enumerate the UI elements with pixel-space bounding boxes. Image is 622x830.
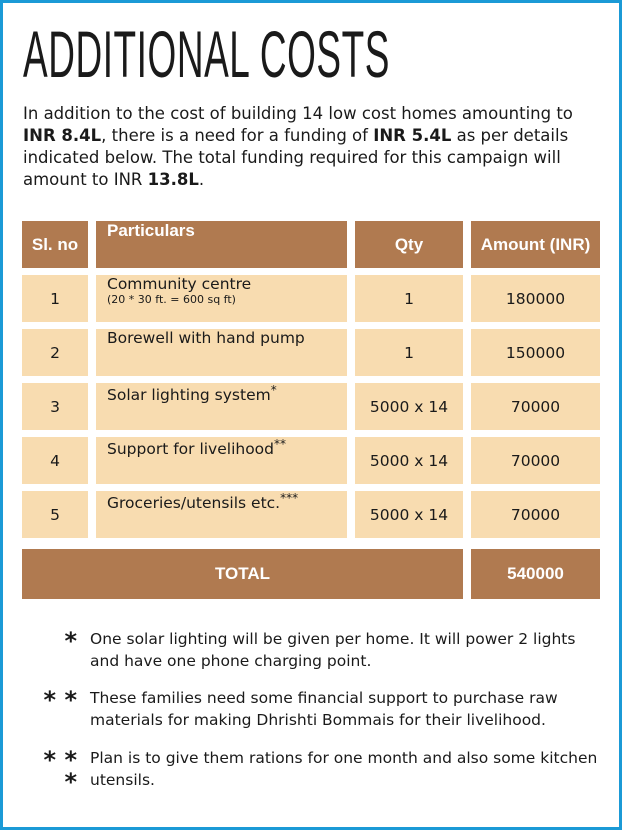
column-header: Qty — [355, 221, 463, 268]
footnote-text: Plan is to give them rations for one mon… — [90, 749, 598, 789]
amount-cell: 70000 — [471, 491, 600, 538]
footnote: * * * Plan is to give them rations for on… — [23, 746, 603, 796]
footnote-mark: * — [64, 627, 77, 655]
intro-text: INR 8.4L — [23, 126, 102, 145]
amount-cell: 70000 — [471, 437, 600, 484]
qty-cell: 5000 x 14 — [355, 491, 463, 538]
serial-cell: 3 — [22, 383, 88, 430]
qty-cell: 5000 x 14 — [355, 383, 463, 430]
particular-cell: Community centre (20 * 30 ft. = 600 sq ft… — [96, 275, 347, 322]
intro-text: . — [198, 170, 205, 189]
amount-cell: 70000 — [471, 383, 600, 430]
qty-cell: 1 — [355, 275, 463, 322]
total-label: TOTAL — [22, 549, 463, 599]
intro-text: as per details indicated below. The tota… — [23, 126, 569, 189]
particular-line: Borewell with hand pump — [107, 329, 305, 347]
particular-cell: Support for livelihood** — [96, 437, 347, 484]
particular-cell: Borewell with hand pump — [96, 329, 347, 376]
qty-cell: 1 — [355, 329, 463, 376]
particular-line: Support for livelihood** — [107, 437, 286, 458]
particular-cell: Groceries/utensils etc.*** — [96, 491, 347, 538]
intro-text: 13.8L — [147, 170, 199, 189]
footnote: * One solar lighting will be given per ho… — [23, 628, 603, 672]
note-mark: ** — [274, 437, 287, 451]
particular: Support for livelihood — [107, 440, 275, 459]
intro-text: INR 5.4L — [373, 126, 452, 145]
particular: Solar lighting system — [107, 386, 271, 405]
footnote-mark: * * * — [43, 746, 77, 796]
particular-line: Solar lighting system* — [107, 383, 277, 404]
particular-line: Community centre — [107, 275, 251, 293]
column-header: Amount (INR) — [471, 221, 600, 268]
particular: Borewell with hand pump — [107, 329, 305, 347]
total-amount: 540000 — [471, 549, 600, 599]
serial-cell: 4 — [22, 437, 88, 484]
title: ADDITIONAL COSTS — [23, 17, 390, 91]
footnote-text: These families need some financial suppo… — [90, 689, 558, 729]
note-mark: *** — [280, 491, 299, 505]
serial-cell: 1 — [22, 275, 88, 322]
intro: In addition to the cost of building 14 l… — [23, 103, 603, 191]
amount-cell: 180000 — [471, 275, 600, 322]
note-mark: * — [270, 383, 277, 397]
serial-cell: 2 — [22, 329, 88, 376]
particular: Community centre — [107, 275, 252, 293]
column-header: Particulars — [96, 221, 347, 268]
intro-text: In addition to the cost of building 14 l… — [23, 104, 573, 123]
footnote-mark: * * — [43, 686, 77, 714]
footnote: * * These families need some financial su… — [23, 687, 603, 731]
qty-cell: 5000 x 14 — [355, 437, 463, 484]
footnote-text: One solar lighting will be given per hom… — [90, 630, 576, 670]
particular-line: Groceries/utensils etc.*** — [107, 491, 298, 512]
particular-cell: Solar lighting system* — [96, 383, 347, 430]
cost-table: Sl. no Particulars Qty Amount (INR) 1 Communi… — [22, 221, 600, 599]
intro-text: , there is a need for a funding of — [101, 126, 374, 145]
amount-cell: 150000 — [471, 329, 600, 376]
particular-detail: (20 * 30 ft. = 600 sq ft) — [107, 293, 236, 306]
column-header: Sl. no — [22, 221, 88, 268]
serial-cell: 5 — [22, 491, 88, 538]
particular: Groceries/utensils etc. — [107, 494, 281, 513]
